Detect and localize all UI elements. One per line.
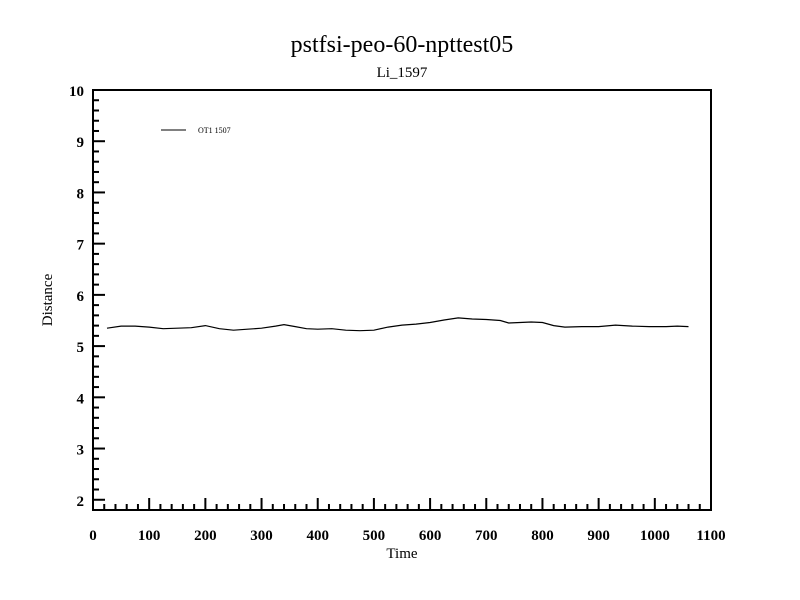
y-tick-label: 5 [77, 340, 85, 356]
y-tick-label: 2 [77, 494, 85, 510]
x-tick-label: 100 [138, 528, 161, 544]
y-tick-label: 7 [77, 238, 85, 254]
y-tick-label: 9 [77, 135, 85, 151]
x-tick-label: 1000 [640, 528, 670, 544]
y-axis-label: Distance [40, 273, 56, 326]
x-tick-label: 1100 [696, 528, 725, 544]
legend-label: OT1 1507 [198, 126, 231, 135]
y-tick-label: 4 [77, 391, 85, 407]
x-axis-label: Time [386, 546, 417, 562]
x-tick-label: 300 [250, 528, 273, 544]
legend: OT1 1507 [161, 126, 231, 135]
series-line [106, 317, 689, 332]
x-tick-label: 900 [587, 528, 610, 544]
y-tick-label: 8 [77, 186, 85, 202]
x-tick-label: 500 [363, 528, 386, 544]
x-tick-label: 800 [531, 528, 554, 544]
plot-frame [92, 89, 712, 511]
x-tick-label: 0 [89, 528, 97, 544]
y-tick-label: 3 [77, 443, 85, 459]
y-tick-label: 10 [69, 84, 84, 100]
chart-subtitle: Li_1597 [377, 65, 428, 81]
x-tick-label: 700 [475, 528, 498, 544]
x-tick-label: 600 [419, 528, 442, 544]
chart-title: pstfsi-peo-60-npttest05 [291, 32, 514, 58]
y-tick-label: 6 [77, 289, 85, 305]
x-tick-label: 400 [306, 528, 329, 544]
x-tick-label: 200 [194, 528, 217, 544]
